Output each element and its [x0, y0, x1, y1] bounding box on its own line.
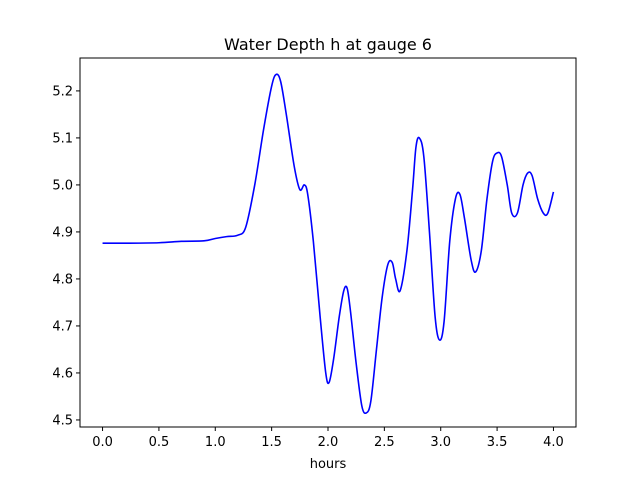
x-axis-label: hours	[310, 457, 347, 472]
y-tick-label: 4.9	[52, 225, 73, 240]
x-tick-label: 3.5	[487, 435, 508, 450]
x-tick-label: 2.5	[374, 435, 395, 450]
y-tick-label: 4.6	[52, 366, 73, 381]
x-tick-label: 1.5	[261, 435, 282, 450]
chart-title: Water Depth h at gauge 6	[224, 35, 432, 54]
y-tick-label: 5.2	[52, 84, 73, 99]
series-layer	[102, 73, 555, 415]
series-line	[102, 73, 555, 415]
x-tick-label: 1.0	[205, 435, 226, 450]
x-tick-label: 0.5	[149, 435, 170, 450]
y-tick-label: 4.5	[52, 413, 73, 428]
y-tick-label: 5.0	[52, 178, 73, 193]
x-tick-label: 0.0	[92, 435, 113, 450]
x-tick-label: 3.0	[430, 435, 451, 450]
y-axis-ticks: 4.5 4.6 4.7 4.8 4.9 5.0 5.1 5.2	[52, 84, 80, 428]
x-tick-label: 4.0	[543, 435, 564, 450]
x-tick-label: 2.0	[318, 435, 339, 450]
plot-area: 0.0 0.5 1.0 1.5 2.0 2.5 3.0 3.5 4.0 4.5 4.6 4.7 4.8…	[52, 57, 577, 450]
y-tick-label: 5.1	[52, 131, 73, 146]
y-tick-label: 4.8	[52, 272, 73, 287]
y-tick-label: 4.7	[52, 319, 73, 334]
x-axis-ticks: 0.0 0.5 1.0 1.5 2.0 2.5 3.0 3.5 4.0	[92, 427, 564, 450]
